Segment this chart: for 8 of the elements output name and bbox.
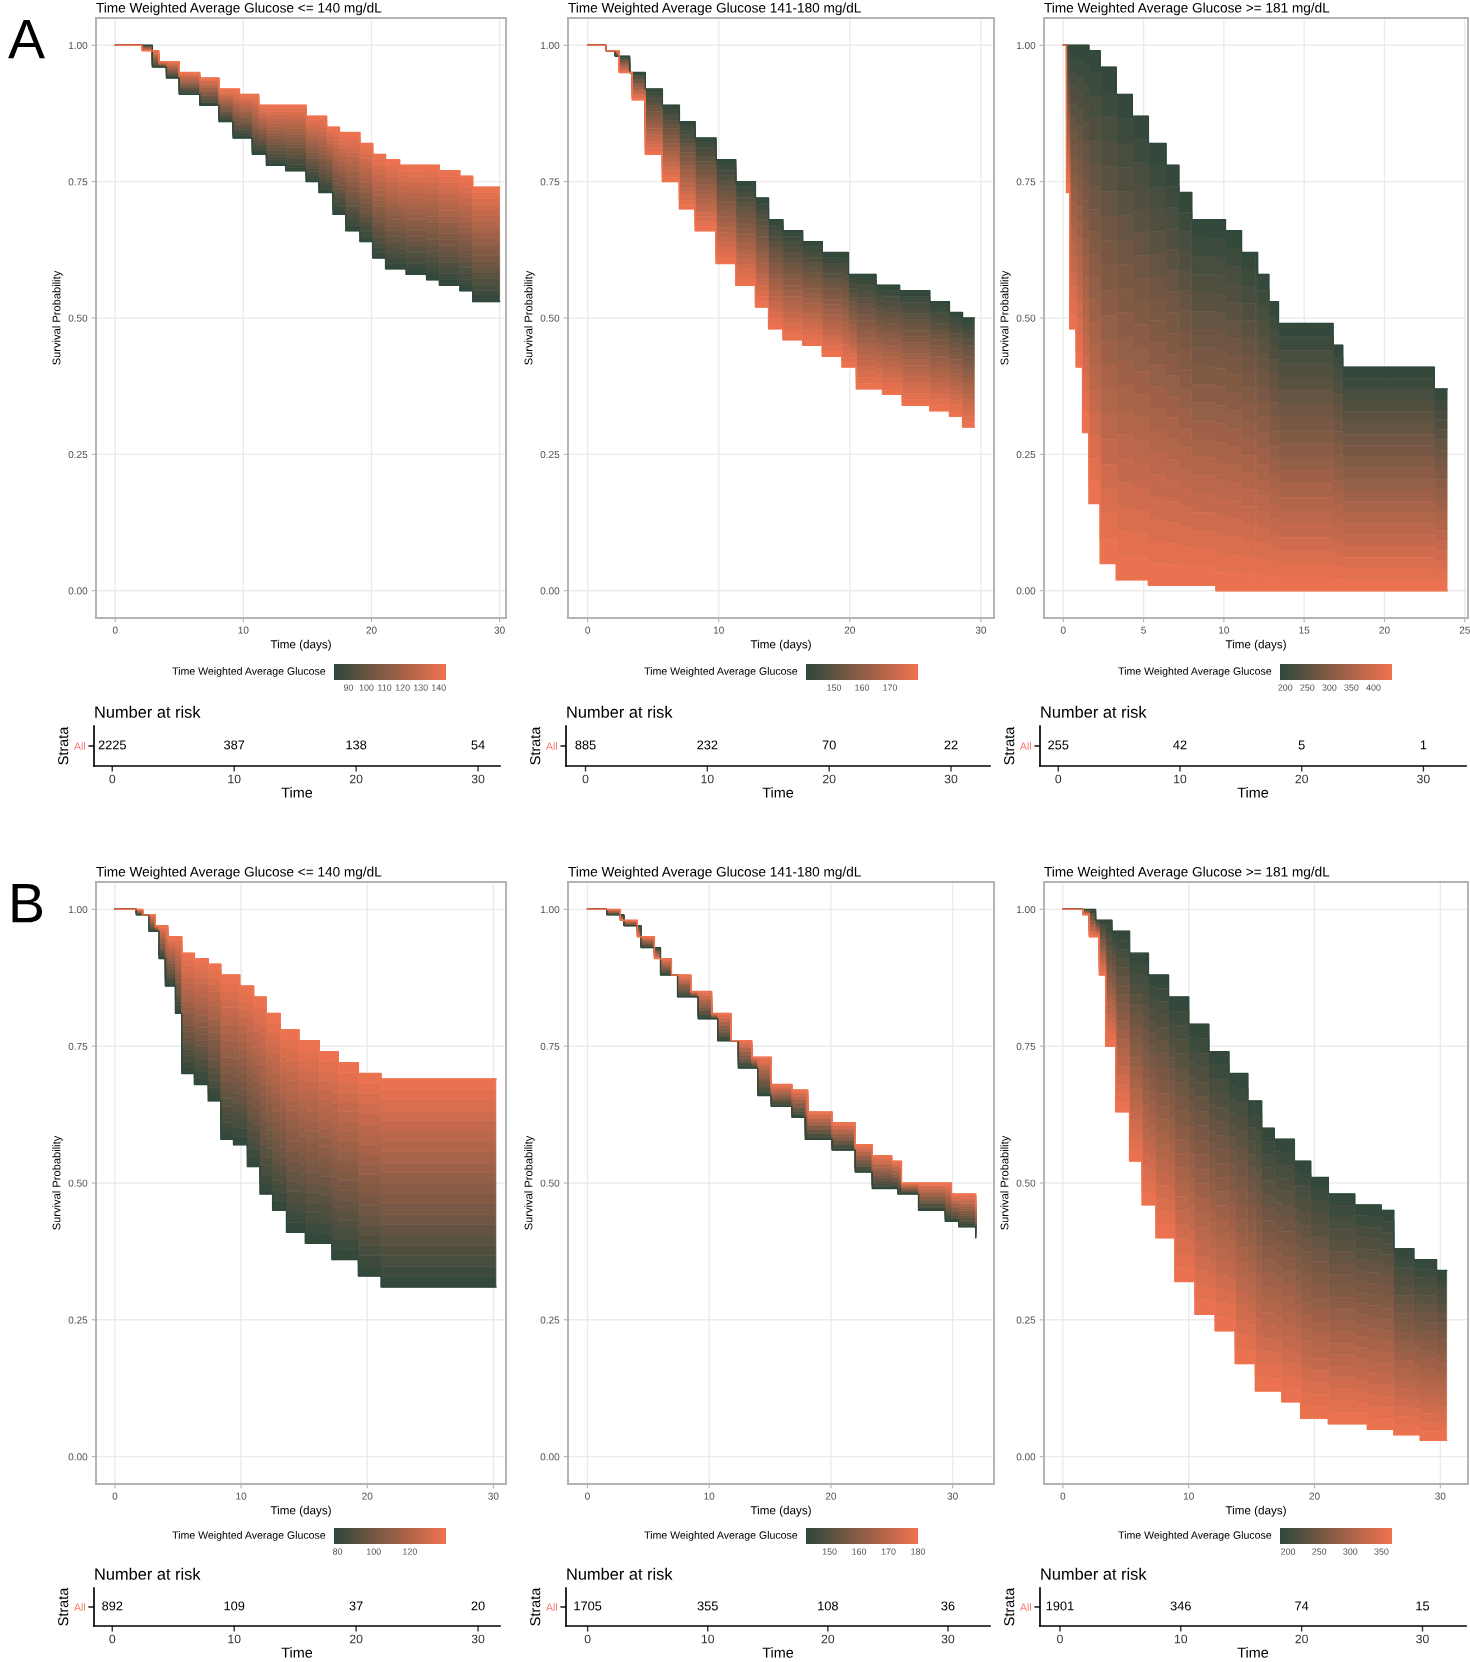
chart-title: Number at risk	[1041, 1567, 1147, 1580]
chart-title: Number at risk	[567, 705, 673, 718]
chart-title: Number at risk	[95, 1567, 201, 1580]
text: B	[12, 884, 43, 923]
chart-title: Number at risk	[567, 1567, 673, 1580]
text: A	[8, 20, 45, 59]
chart-title: Number at risk	[95, 705, 201, 718]
chart-title: Number at risk	[1041, 705, 1147, 718]
